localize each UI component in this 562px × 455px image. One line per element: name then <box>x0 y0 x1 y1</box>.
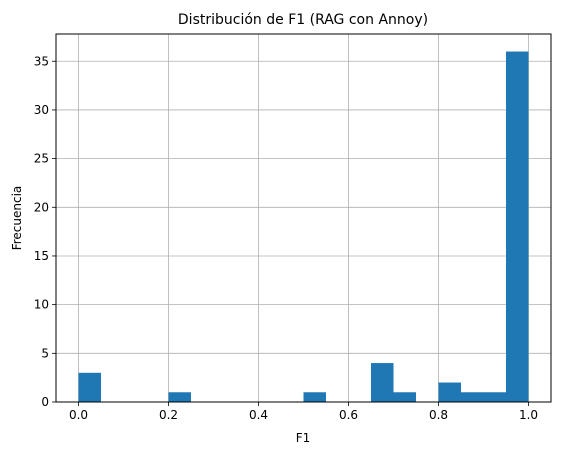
histogram-bar-0 <box>79 373 102 402</box>
x-tick-label-1: 0.2 <box>159 408 178 422</box>
histogram-bar-17 <box>461 392 484 402</box>
x-axis-label: F1 <box>296 431 311 445</box>
chart-title: Distribución de F1 (RAG con Annoy) <box>178 12 428 28</box>
histogram-bar-18 <box>484 392 507 402</box>
y-tick-label-4: 20 <box>34 200 49 214</box>
y-tick-label-7: 35 <box>34 54 49 68</box>
x-tick-label-3: 0.6 <box>339 408 358 422</box>
y-tick-label-0: 0 <box>41 395 49 409</box>
y-tick-label-5: 25 <box>34 152 49 166</box>
histogram-bar-16 <box>439 383 462 402</box>
y-tick-label-3: 15 <box>34 249 49 263</box>
x-tick-label-4: 0.8 <box>429 408 448 422</box>
histogram-bar-4 <box>169 392 192 402</box>
histogram-bar-14 <box>394 392 417 402</box>
x-tick-label-0: 0.0 <box>69 408 88 422</box>
x-tick-label-2: 0.4 <box>249 408 268 422</box>
y-tick-label-6: 30 <box>34 103 49 117</box>
x-tick-label-5: 1.0 <box>519 408 538 422</box>
histogram-bar-10 <box>304 392 327 402</box>
histogram-bar-13 <box>371 363 394 402</box>
y-tick-label-2: 10 <box>34 298 49 312</box>
y-tick-label-1: 5 <box>41 346 49 360</box>
y-axis-label: Frecuencia <box>10 186 24 251</box>
histogram-bar-19 <box>506 52 529 402</box>
